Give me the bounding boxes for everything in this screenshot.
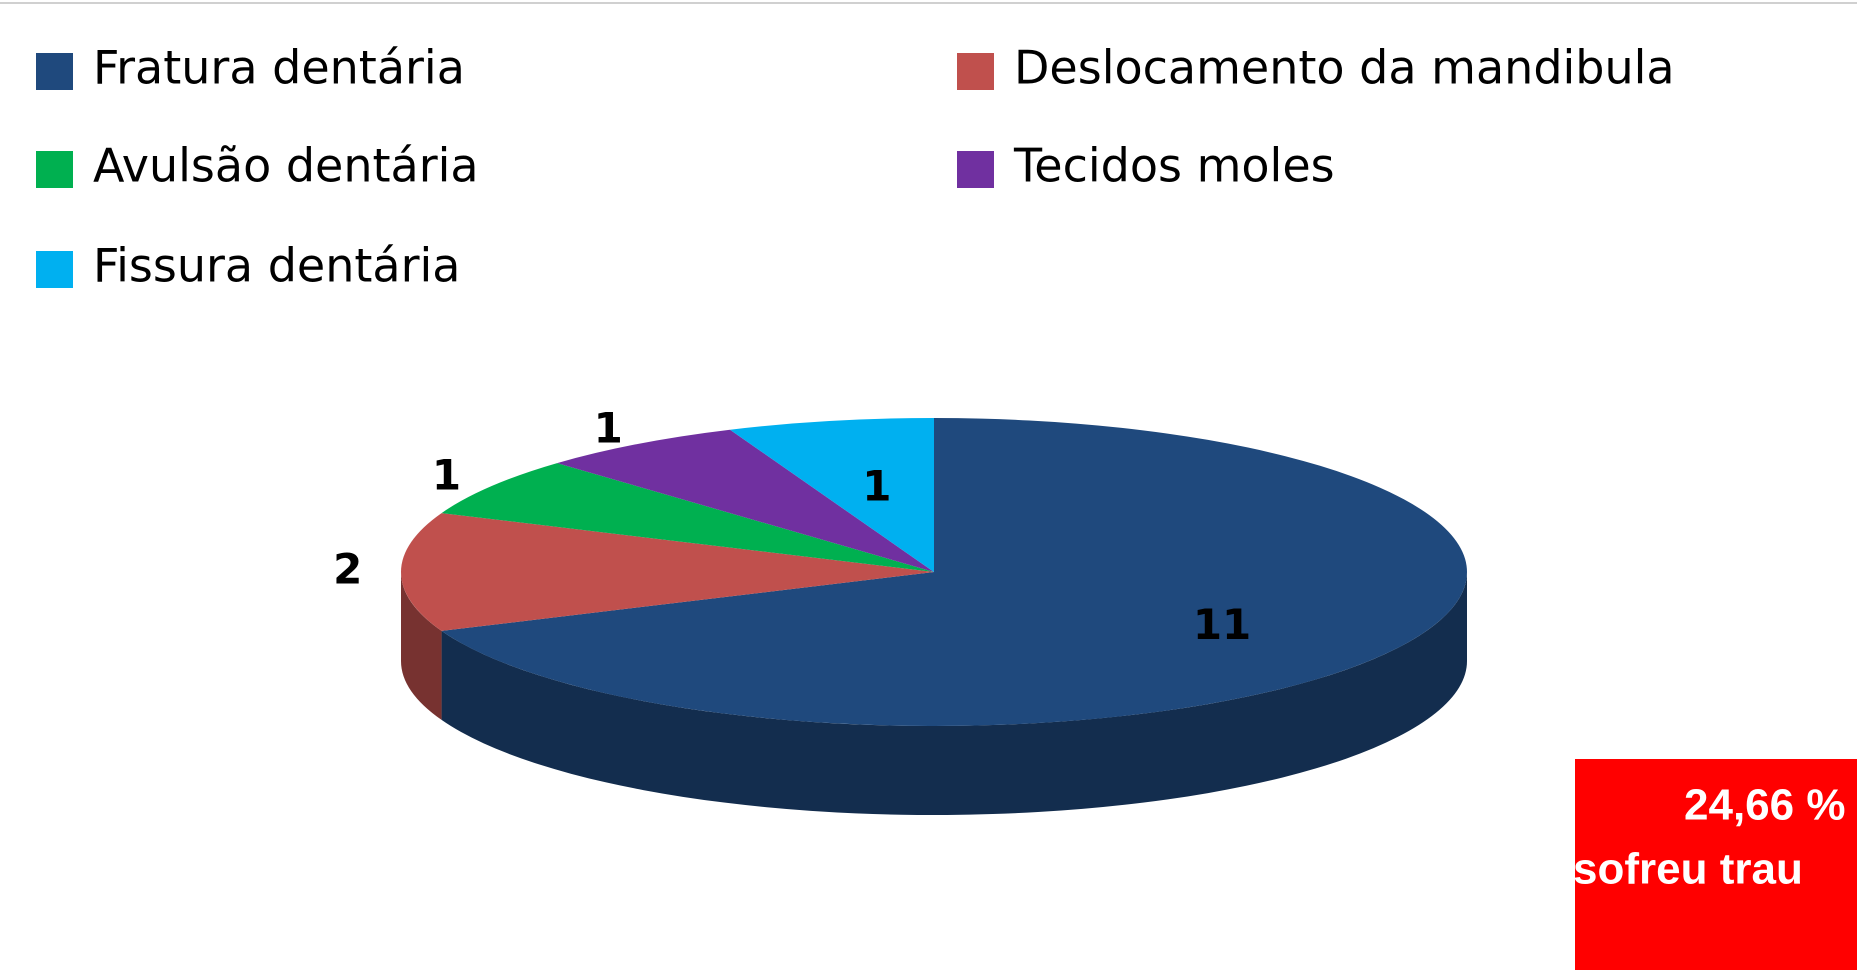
legend-label: Deslocamento da mandibula xyxy=(1014,41,1675,95)
legend-label: Avulsão dentária xyxy=(93,139,479,193)
data-label: 1 xyxy=(432,450,461,499)
legend-swatch xyxy=(36,53,73,90)
data-label: 1 xyxy=(594,404,623,453)
data-label: 2 xyxy=(333,545,362,594)
pie-side xyxy=(441,572,1467,816)
annotation-text: sofreu trau xyxy=(1573,845,1803,894)
annotation-text: 24,66 % xyxy=(1684,781,1845,830)
legend-label: Fissura dentária xyxy=(93,239,460,293)
legend-swatch xyxy=(957,151,994,188)
pie-slice xyxy=(557,429,934,572)
pie-slice xyxy=(441,463,934,572)
pie-slice xyxy=(401,513,934,631)
legend-swatch xyxy=(36,251,73,288)
legend-swatch xyxy=(36,151,73,188)
pie-slice xyxy=(730,418,934,572)
legend-label: Fratura dentária xyxy=(93,41,465,95)
legend-label: Tecidos moles xyxy=(1013,139,1335,193)
pie-slice xyxy=(441,418,1468,726)
data-label: 11 xyxy=(1193,600,1251,649)
annotation-box xyxy=(1575,759,1857,970)
data-label: 1 xyxy=(862,461,891,510)
legend-swatch xyxy=(957,53,994,90)
pie-side xyxy=(401,572,442,720)
